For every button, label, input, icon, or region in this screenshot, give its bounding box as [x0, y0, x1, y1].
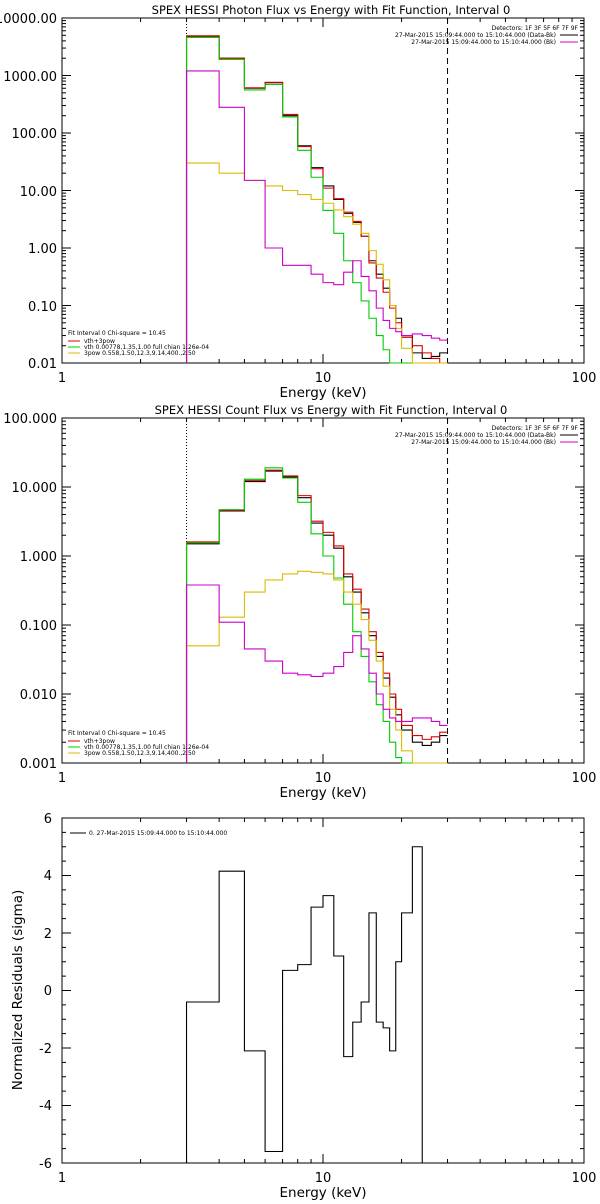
photon-flux-legend-bk: 27-Mar-2015 15:09:44.000 to 15:10:44.000… [411, 39, 556, 46]
residuals-series-0-27-mar-2015-15-09-44-000-to-15-10-44-000 [185, 846, 423, 1163]
photon-flux-y-tick-label: 100.00 [12, 127, 58, 142]
photon-flux-y-tick-label: 0.10 [28, 300, 57, 315]
residuals-y-axis-label: Normalized Residuals (sigma) [10, 890, 26, 1091]
photon-flux-y-tick-label: 1000.00 [3, 70, 57, 85]
count-flux-legend-bk: 27-Mar-2015 15:09:44.000 to 15:10:44.000… [411, 439, 556, 446]
photon-flux-panel: SPEX HESSI Photon Flux vs Energy with Fi… [0, 3, 596, 401]
count-flux-y-tick-label: 1.000 [20, 550, 57, 565]
photon-flux-legend-3pow: 3pow 0.558,1.50,12.3,9.14,400.,2.50 [84, 350, 196, 357]
count-flux-panel: SPEX HESSI Count Flux vs Energy with Fit… [3, 403, 596, 801]
photon-flux-y-tick-label: 10.00 [20, 185, 57, 200]
count-flux-y-tick-label: 0.100 [20, 619, 57, 634]
photon-flux-y-tick-label: 1.00 [28, 242, 57, 257]
residuals-plot-area [61, 817, 585, 1164]
photon-flux-x-tick-label: 1 [58, 371, 66, 386]
count-flux-legend-data: 27-Mar-2015 15:09:44.000 to 15:10:44.000… [395, 432, 556, 439]
residuals-y-tick-label: 4 [44, 869, 52, 884]
photon-flux-detectors-label: Detectors: 1F 3F 5F 6F 7F 9F [492, 25, 579, 32]
count-flux-x-tick-label: 1 [58, 771, 66, 786]
count-flux-plot-area [61, 417, 585, 764]
photon-flux-series-vth-3pow [185, 35, 448, 364]
count-flux-detectors-label: Detectors: 1F 3F 5F 6F 7F 9F [492, 425, 579, 432]
count-flux-title: SPEX HESSI Count Flux vs Energy with Fit… [155, 403, 508, 417]
residuals-x-tick-label: 1 [58, 1171, 66, 1186]
count-flux-series-bk [185, 584, 448, 763]
count-flux-y-tick-label: 10.000 [12, 481, 58, 496]
photon-flux-series-bk [185, 70, 448, 363]
residuals-y-tick-label: 6 [44, 812, 52, 827]
residuals-y-tick-label: 0 [44, 984, 52, 999]
residuals-x-axis-label: Energy (keV) [280, 1185, 367, 1200]
count-flux-legend-vth: vth 0.00778,1.35,1.00 full chian 1.26e-0… [84, 744, 209, 751]
photon-flux-legend-vth: vth 0.00778,1.35,1.00 full chian 1.26e-0… [84, 344, 209, 351]
photon-flux-x-tick-label: 100 [572, 371, 597, 386]
photon-flux-legend-fit: vth+3pow [84, 338, 115, 345]
count-flux-x-tick-label: 10 [315, 771, 332, 786]
photon-flux-fit-label: Fit Interval 0 Chi-square = 10.45 [68, 330, 166, 337]
residuals-legend-label: 0. 27-Mar-2015 15:09:44.000 to 15:10:44.… [89, 830, 227, 837]
count-flux-y-tick-label: 0.001 [20, 757, 57, 772]
photon-flux-legend-data: 27-Mar-2015 15:09:44.000 to 15:10:44.000… [395, 32, 556, 39]
residuals-y-tick-label: -2 [39, 1042, 52, 1057]
photon-flux-x-tick-label: 10 [315, 371, 332, 386]
count-flux-legend-3pow: 3pow 0.558,1.50,12.3,9.14,400.,2.50 [84, 750, 196, 757]
photon-flux-series-vth [185, 36, 448, 364]
photon-flux-x-axis-label: Energy (keV) [280, 385, 367, 401]
residuals-y-tick-label: -4 [39, 1099, 52, 1114]
photon-flux-y-tick-label: 10000.00 [0, 12, 57, 27]
count-flux-x-axis-label: Energy (keV) [280, 785, 367, 801]
photon-flux-y-tick-label: 0.01 [28, 357, 57, 372]
count-flux-y-tick-label: 100.000 [3, 412, 57, 427]
residuals-y-tick-label: 2 [44, 927, 52, 942]
photon-flux-plot-area [61, 17, 585, 364]
count-flux-series-vth-3pow [185, 469, 448, 763]
count-flux-series-3pow [185, 570, 448, 764]
residuals-x-tick-label: 10 [315, 1171, 332, 1186]
count-flux-fit-label: Fit Interval 0 Chi-square = 10.45 [68, 730, 166, 737]
residuals-panel: 6 4 2 0 -2 -4 -6 Normalized Residuals (s… [10, 812, 597, 1201]
count-flux-y-tick-label: 0.010 [20, 688, 57, 703]
residuals-x-tick-label: 100 [572, 1171, 597, 1186]
count-flux-x-tick-label: 100 [572, 771, 597, 786]
photon-flux-title: SPEX HESSI Photon Flux vs Energy with Fi… [152, 3, 511, 17]
count-flux-legend-fit: vth+3pow [84, 738, 115, 745]
residuals-y-tick-label: -6 [39, 1157, 52, 1172]
